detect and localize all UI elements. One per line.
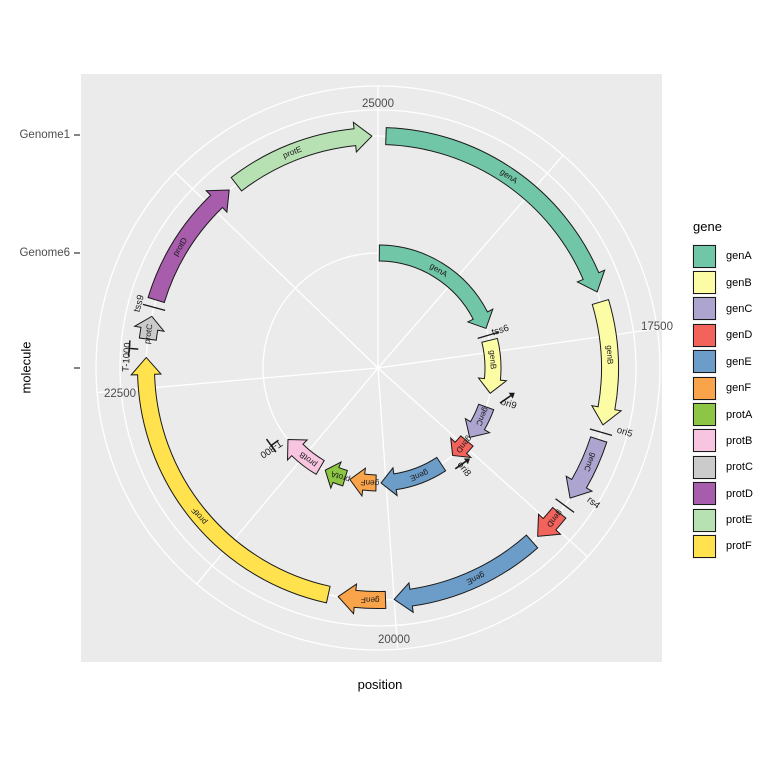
y-tick-label: Genome1 [19, 129, 70, 141]
legend-swatch-prote [693, 508, 716, 532]
feature-terminator-t-800 [265, 438, 279, 453]
legend-item-gene: genE [692, 349, 753, 375]
legend-label: genD [726, 329, 753, 342]
feature-label-t-1000: T-1000 [121, 342, 134, 372]
legend-key [692, 243, 717, 269]
legend-swatch-protc [693, 455, 716, 479]
legend-swatch-gena [693, 244, 716, 268]
legend-item-prote: protE [692, 507, 753, 533]
feature-arrow-ori8 [454, 458, 470, 470]
legend-label: protC [726, 461, 753, 474]
x-tick-label: 25000 [362, 98, 394, 110]
x-tick-label: 20000 [378, 634, 410, 646]
gene-arrow-protd [147, 189, 230, 304]
y-tick-label: Genome6 [19, 247, 70, 259]
feature-arrow-ori9 [499, 392, 515, 404]
gene-arrow-protc [133, 315, 166, 341]
gene-arrow-gene [380, 456, 447, 497]
gene-label-genb: genB [605, 345, 615, 365]
gene-arrow-gend [537, 506, 567, 537]
feature-label-tss9: tss9 [132, 294, 147, 314]
legend-swatch-genc [693, 297, 716, 321]
legend-swatch-gene [693, 350, 716, 374]
legend-swatch-gend [693, 323, 716, 347]
gene-label-genb: genB [488, 350, 498, 370]
gene-arrow-protf [130, 356, 331, 604]
legend-item-protf: protF [692, 533, 753, 559]
legend-item-gena: genA [692, 243, 753, 269]
gene-label-protc: protC [143, 323, 155, 344]
legend-label: protD [726, 487, 753, 500]
gene-arrow-gena [378, 244, 494, 330]
gene-label-genf: genF [361, 595, 380, 605]
feature-tick-tss9 [142, 303, 166, 312]
legend-key [692, 375, 717, 401]
gene-arrow-gend [450, 435, 474, 459]
feature-tick-tss6 [477, 331, 499, 340]
gene-arrow-genf [337, 583, 387, 615]
gene-label-genf: genF [360, 478, 379, 488]
legend-key [692, 349, 717, 375]
legend-item-genb: genB [692, 269, 753, 296]
legend-key [692, 296, 717, 322]
legend-label: protA [726, 408, 753, 421]
legend-swatch-protf [693, 534, 716, 558]
legend-label: protE [726, 514, 753, 527]
gene-arrow-genb [477, 337, 508, 394]
gene-arrow-prota [324, 460, 348, 490]
legend-key [692, 322, 717, 348]
gene-arrow-genf [349, 467, 377, 498]
gene-arrow-gene [393, 534, 539, 614]
x-axis-title: position [357, 677, 403, 692]
legend-swatch-protb [693, 429, 716, 453]
gene-arrow-genc [565, 436, 608, 499]
feature-label-ori5: ori5 [615, 425, 633, 440]
legend-label: genE [726, 355, 752, 368]
legend-swatch-genf [693, 376, 716, 400]
legend-key [692, 533, 717, 559]
legend-title: gene [693, 219, 722, 234]
legend-key [692, 454, 717, 480]
legend-key [692, 402, 717, 428]
x-tick-label: 17500 [641, 321, 673, 333]
gene-arrow-protb [286, 439, 325, 476]
legend-label: genB [726, 276, 752, 289]
feature-terminator-t-1000 [127, 340, 139, 357]
legend-key [692, 507, 717, 533]
legend-label: genC [726, 302, 753, 315]
legend-swatch-prota [693, 403, 716, 427]
legend-label: genA [726, 250, 752, 263]
feature-tick-ori5 [589, 428, 613, 437]
legend-key [692, 428, 717, 454]
legend-swatch-protd [693, 482, 716, 506]
grid-spoke [377, 367, 399, 650]
legend-label: protB [726, 434, 753, 447]
y-axis-title: molecule [18, 341, 34, 394]
legend-swatch-genb [693, 271, 716, 295]
legend-item-protd: protD [692, 481, 753, 507]
x-tick-label: 22500 [104, 388, 136, 400]
legend: gene genA genB genC genD genE genF protA protB p… [692, 219, 753, 560]
feature-label-ori9: ori9 [499, 397, 517, 412]
legend-key [692, 270, 717, 296]
legend-item-gend: genD [692, 322, 753, 348]
gene-arrow-genb [590, 298, 623, 426]
gene-arrow-genc [464, 403, 495, 439]
legend-item-protb: protB [692, 428, 753, 454]
gene-arrow-gena [385, 127, 606, 293]
feature-tick-rs4 [555, 498, 575, 513]
feature-label-tss6: tss6 [490, 323, 510, 339]
legend-label: protF [726, 540, 752, 553]
legend-key [692, 481, 717, 507]
legend-item-genf: genF [692, 375, 753, 401]
gene-arrow-prote [230, 121, 373, 192]
legend-item-protc: protC [692, 454, 753, 480]
legend-label: genF [726, 382, 752, 395]
legend-item-genc: genC [692, 296, 753, 322]
legend-item-prota: protA [692, 401, 753, 428]
